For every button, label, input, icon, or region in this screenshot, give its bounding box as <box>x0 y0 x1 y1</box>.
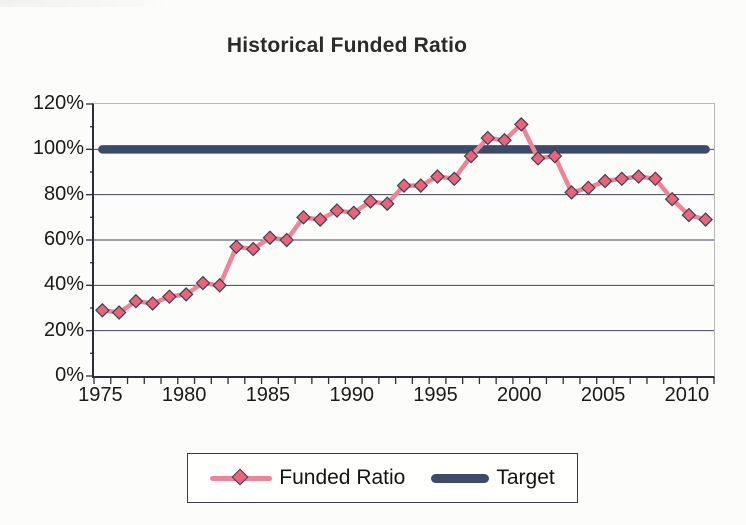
funded-ratio-marker <box>430 169 445 184</box>
funded-ratio-marker <box>279 232 295 248</box>
plot-area <box>86 103 715 384</box>
funded-ratio-marker <box>162 289 177 305</box>
funded-ratio-marker <box>664 191 680 207</box>
y-axis-tick-label: 40% <box>43 273 84 296</box>
funded-ratio-marker <box>698 212 713 227</box>
x-axis-tick-label: 2010 <box>664 384 710 406</box>
funded-ratio-marker <box>614 171 630 187</box>
target-line-swatch <box>431 473 490 483</box>
funded-ratio-marker <box>446 171 462 187</box>
funded-ratio-marker <box>681 207 697 223</box>
funded-ratio-marker <box>245 241 261 257</box>
chart-title: Historical Funded Ratio <box>226 34 468 57</box>
y-axis-tick-label: 80% <box>43 182 84 205</box>
funded-ratio-line-swatch <box>210 468 273 486</box>
funded-ratio-marker <box>363 194 378 209</box>
funded-ratio-marker <box>178 287 194 302</box>
x-axis-tick-label: 1990 <box>329 384 374 406</box>
funded-ratio-marker <box>580 180 596 196</box>
funded-ratio-marker <box>95 302 110 318</box>
funded-ratio-marker <box>480 130 496 146</box>
legend-item-funded-ratio: Funded Ratio <box>210 466 405 490</box>
funded-ratio-marker <box>346 205 362 221</box>
legend-label-target: Target <box>496 466 555 489</box>
funded-ratio-marker <box>631 169 646 184</box>
funded-ratio-marker <box>513 117 529 132</box>
x-axis-tick-label: 2005 <box>580 384 626 406</box>
funded-ratio-marker <box>212 277 228 293</box>
funded-ratio-marker <box>396 178 412 193</box>
funded-ratio-marker <box>195 275 211 291</box>
scan-artifact <box>0 0 170 7</box>
legend-item-target: Target <box>405 466 555 490</box>
y-axis-tick-label: 120% <box>32 92 84 114</box>
funded-ratio-marker <box>547 148 563 164</box>
x-axis-tick-label: 1980 <box>161 384 207 406</box>
funded-ratio-marker <box>463 148 479 164</box>
funded-ratio-marker <box>312 212 328 227</box>
y-axis-tick-label: 20% <box>43 318 84 341</box>
x-axis-tick-label: 1985 <box>245 384 291 406</box>
funded-ratio-marker <box>648 171 663 187</box>
x-axis-tick-label: 1975 <box>78 384 123 406</box>
funded-ratio-marker <box>530 151 546 166</box>
funded-ratio-marker <box>379 196 395 212</box>
funded-ratio-marker <box>262 230 278 246</box>
y-axis-tick-label: 100% <box>32 137 84 160</box>
funded-ratio-marker <box>329 203 345 218</box>
funded-ratio-marker <box>128 293 144 309</box>
funded-ratio-marker <box>413 178 429 193</box>
legend-label-funded-ratio: Funded Ratio <box>279 466 406 489</box>
x-axis-tick-label: 2000 <box>497 384 542 406</box>
funded-ratio-marker <box>296 209 311 225</box>
funded-ratio-marker <box>597 173 613 189</box>
funded-ratio-marker <box>145 296 160 311</box>
funded-ratio-marker <box>111 305 127 320</box>
chart-canvas <box>86 103 715 384</box>
funded-ratio-marker <box>564 185 579 200</box>
funded-ratio-marker <box>497 132 512 148</box>
legend-box: Funded Ratio Target <box>187 453 578 503</box>
funded-ratio-marker <box>229 239 244 255</box>
y-axis-tick-label: 60% <box>43 228 84 250</box>
funded-ratio-diamond-icon <box>231 468 249 486</box>
x-axis-tick-label: 1995 <box>413 384 458 406</box>
y-axis-tick-label: 0% <box>55 364 84 386</box>
